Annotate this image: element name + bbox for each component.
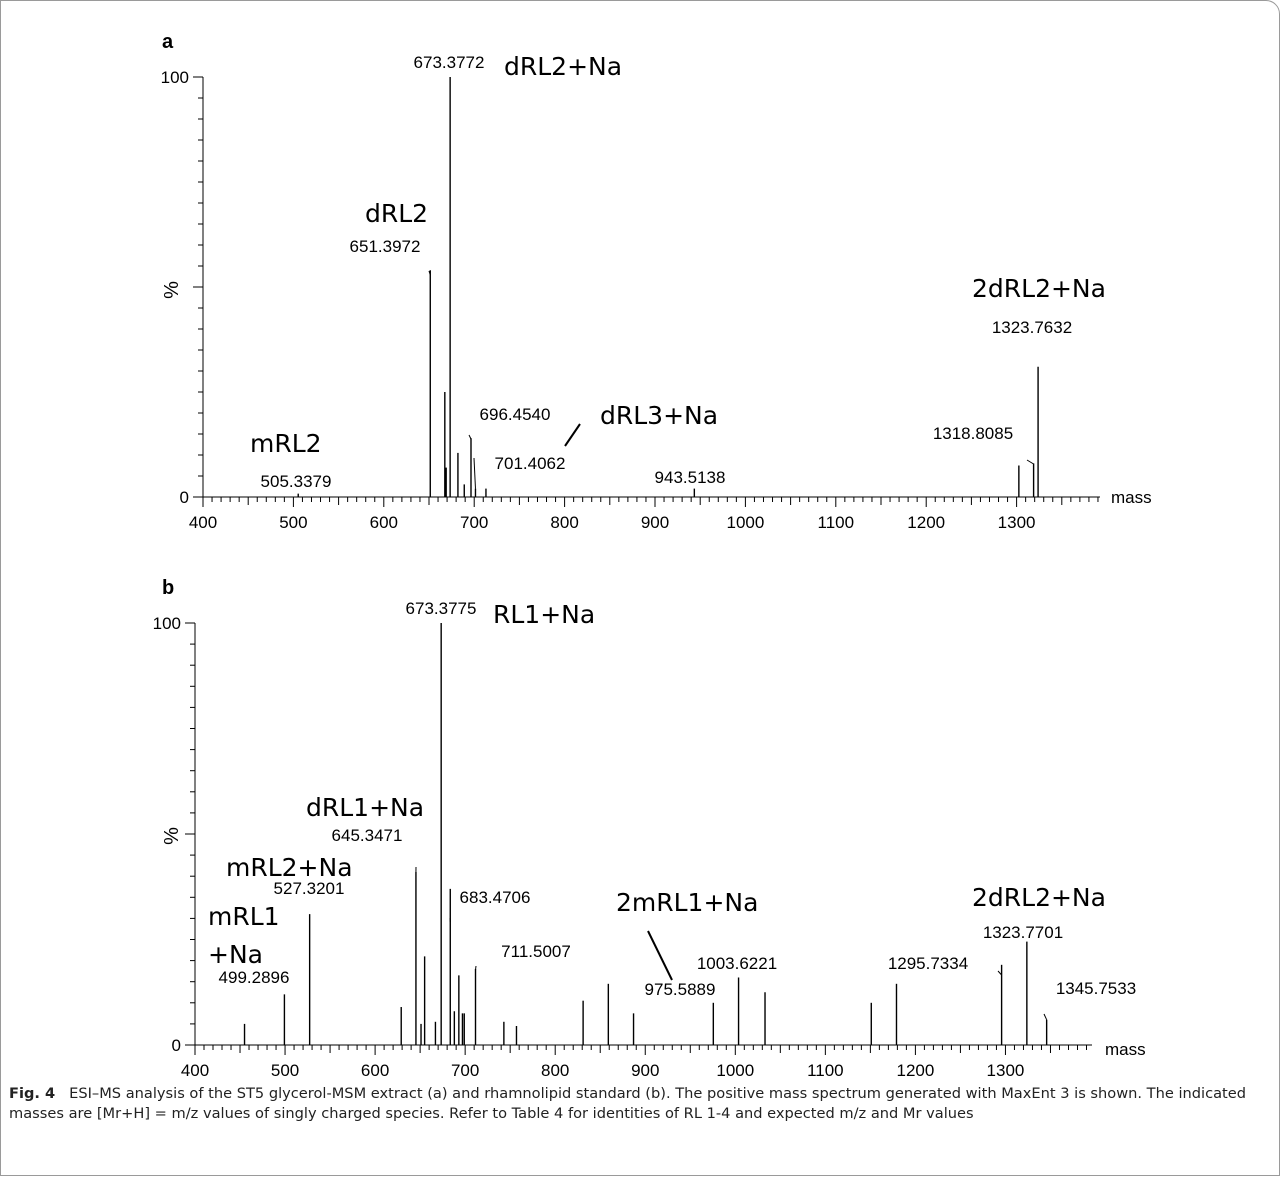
peak-mass-label: 975.5889 [645,980,716,999]
caption-fig-number: Fig. 4 [9,1085,56,1102]
peak-leader-line [428,270,431,276]
peak-leader-line [1026,459,1034,465]
x-tick-label: 900 [641,513,669,532]
peak-mass-label: 1345.7533 [1056,979,1136,998]
x-tick-label: 1000 [716,1061,754,1080]
peak-mass-label: 673.3775 [406,599,477,618]
annotation-pointer-line [647,930,673,981]
peak-mass-label: 683.4706 [460,888,531,907]
x-tick-label: 400 [181,1061,209,1080]
peak-leader-line [1043,1013,1048,1020]
peak-mass-label: 711.5007 [501,942,571,961]
species-annotation: mRL1 [208,902,280,931]
caption-text: ESI–MS analysis of the ST5 glycerol-MSM … [9,1085,1247,1122]
peak-leader-line [997,970,1002,976]
x-tick-label: 500 [271,1061,299,1080]
x-tick-label: 700 [451,1061,479,1080]
x-axis-title: mass [1111,488,1152,507]
y-tick-label: 100 [161,68,189,87]
y-tick-label: 100 [153,614,181,633]
x-tick-label: 600 [370,513,398,532]
x-tick-label: 700 [460,513,488,532]
x-tick-label: 1300 [987,1061,1025,1080]
x-tick-label: 800 [550,513,578,532]
x-tick-label: 800 [541,1061,569,1080]
peak-mass-label: 696.4540 [480,405,551,424]
species-annotation: 2dRL2+Na [972,883,1106,912]
species-annotation: dRL2 [365,199,428,228]
x-tick-label: 1000 [726,513,764,532]
species-annotation: dRL2+Na [504,52,622,81]
x-tick-label: 900 [631,1061,659,1080]
x-tick-label: 1200 [907,513,945,532]
peak-mass-label: 673.3772 [414,53,485,72]
peak-leader-line [468,434,472,440]
species-annotation: mRL2+Na [226,853,353,882]
peak-mass-label: 527.3201 [274,879,345,898]
x-tick-label: 400 [189,513,217,532]
species-annotation: mRL2 [250,429,322,458]
x-axis-title: mass [1105,1040,1146,1059]
species-annotation: 2mRL1+Na [616,888,758,917]
x-tick-label: 1100 [818,513,855,532]
species-annotation: dRL3+Na [600,401,718,430]
y-axis-title: % [161,827,183,845]
species-annotation: dRL1+Na [306,793,424,822]
peak-mass-label: 943.5138 [655,468,726,487]
peak-leader-line [473,457,476,489]
peak-mass-label: 645.3471 [332,826,403,845]
y-tick-label: 0 [172,1036,181,1055]
annotation-pointer-line [564,423,581,447]
x-tick-label: 1200 [896,1061,934,1080]
panel-b: b 0 100% 400 500 600 700 800 900 1000 1100 1200 1300… [153,577,1146,1080]
peak-mass-label: 505.3379 [261,472,332,491]
peak-mass-label: 651.3972 [350,237,421,256]
figure-caption: Fig. 4 ESI–MS analysis of the ST5 glycer… [9,1084,1267,1124]
panel-a: a 0 100% 400 500 600 700 800 900 1000 1100 1200 1300… [161,31,1152,532]
x-tick-label: 1300 [998,513,1036,532]
panel-label-a: a [162,31,174,53]
species-annotation: 2dRL2+Na [972,274,1106,303]
y-tick-label: 0 [180,488,189,507]
peak-mass-label: 1003.6221 [697,954,777,973]
x-tick-label: 1100 [807,1061,844,1080]
peak-mass-label: 1318.8085 [933,424,1013,443]
peak-mass-label: 1323.7632 [992,318,1072,337]
peak-mass-label: 499.2896 [219,968,290,987]
x-tick-label: 500 [279,513,307,532]
peak-mass-label: 1295.7334 [888,954,968,973]
species-annotation: +Na [208,940,263,969]
peak-mass-label: 1323.7701 [983,923,1063,942]
panel-label-b: b [162,577,174,599]
species-annotation: RL1+Na [493,600,595,629]
x-tick-label: 600 [361,1061,389,1080]
peak-mass-label: 701.4062 [495,454,566,473]
y-axis-title: % [161,281,183,299]
